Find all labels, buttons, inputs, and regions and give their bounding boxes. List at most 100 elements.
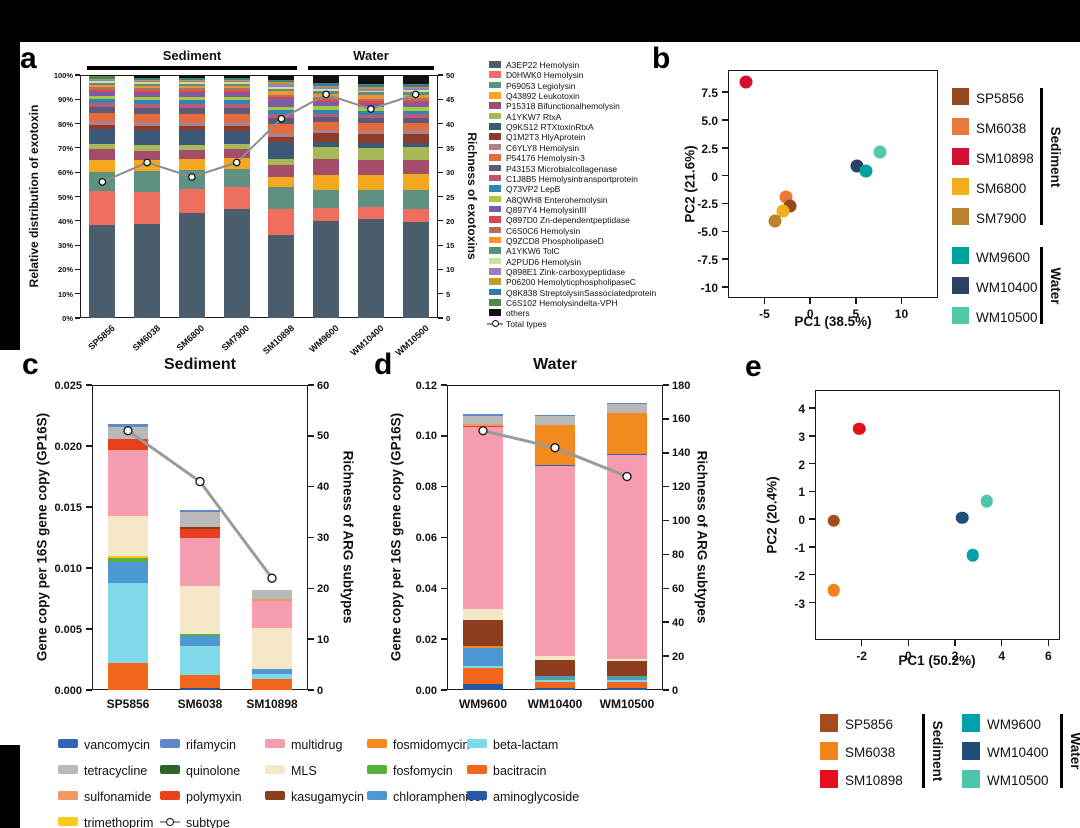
panel-b-label: b: [652, 42, 671, 75]
b-legend-item-label: WM9600: [976, 249, 1031, 265]
d-stacked-bar: [535, 414, 575, 690]
a-bar-segment: [357, 134, 384, 143]
a-bar-segment: [268, 141, 295, 159]
e-x-tick-mark: [954, 640, 956, 646]
arg-legend-swatch-trimethoprim: [58, 817, 78, 826]
a-left-tick-label: 0%: [62, 314, 73, 323]
a-bar-segment: [223, 96, 250, 101]
a-bar-segment: [223, 79, 250, 81]
c-right-tick-mark: [308, 435, 314, 437]
a-bar-segment: [357, 219, 384, 318]
a-legend-item-label: C6S0C6 Hemolysin: [506, 225, 581, 236]
a-bar-segment: [178, 90, 205, 94]
a-bar-segment: [89, 106, 116, 113]
e-y-tick-label: 4: [798, 402, 805, 417]
c-right-tick-label: 30: [317, 532, 330, 544]
a-bar-segment: [178, 96, 205, 101]
a-bar-segment: [402, 75, 429, 84]
b-x-tick-mark: [763, 298, 766, 304]
a-legend-swatch: [489, 309, 501, 316]
a-right-axis-label: Richness of exotoxins: [465, 132, 479, 260]
a-legend-swatch: [489, 71, 501, 78]
e-y-tick-mark: [809, 407, 815, 409]
a-legend-item-label: P54176 Hemolysin-3: [506, 153, 585, 164]
a-left-tick-label: 80%: [57, 119, 73, 129]
d-right-tick-mark: [663, 689, 669, 691]
e-legend-swatch: [962, 770, 980, 788]
a-bar-segment: [223, 86, 250, 89]
a-left-tick-mark: [75, 244, 80, 246]
a-right-tick-label: 20: [446, 216, 455, 226]
c-bar-segment-rifamycin: [180, 509, 220, 512]
b-legend-group-label: Water: [1048, 266, 1063, 305]
a-legend-swatch: [489, 185, 501, 192]
a-left-tick-label: 50%: [57, 192, 73, 202]
a-bar-segment: [89, 95, 116, 100]
b-x-tick-mark: [855, 298, 857, 304]
d-bar-segment-kasugamycin: [463, 620, 503, 646]
d-left-tick-mark: [441, 587, 447, 590]
arg-legend-item-label: subtype: [186, 816, 230, 828]
arg-legend-swatch-tetracycline: [58, 765, 78, 774]
a-bar-segment: [402, 88, 429, 91]
e-y-tick-mark: [809, 573, 815, 576]
c-title: Sediment: [163, 356, 237, 373]
b-x-tick-label: 5: [852, 307, 860, 321]
a-bar-segment: [357, 98, 384, 102]
a-bar-segment: [89, 77, 116, 79]
d-bar-segment-rifamycin: [607, 403, 647, 405]
d-bar-segment-bacitracin: [463, 668, 503, 684]
a-bar-segment: [89, 224, 116, 318]
a-legend-item-label: P43153 Microbialcollagenase: [506, 163, 618, 174]
e-point-SP5856: [827, 514, 840, 527]
a-bar-segment: [268, 82, 295, 84]
e-plot-frame: [815, 390, 1060, 640]
a-legend-item-label: P15318 Bifunctionalhemolysin: [506, 101, 620, 112]
a-bar-segment: [268, 177, 295, 187]
a-bar-segment: [402, 222, 429, 318]
b-x-tick-label: 10: [894, 307, 909, 321]
a-legend-swatch: [489, 102, 501, 109]
e-legend-swatch: [820, 770, 838, 788]
a-bar-segment: [268, 235, 295, 318]
a-left-tick-label: 30%: [57, 241, 73, 251]
b-legend-swatch: [952, 277, 969, 294]
b-y-tick-mark: [722, 119, 728, 121]
c-bar-segment-fosfomycin: [108, 558, 148, 562]
a-legend-swatch: [489, 226, 501, 234]
a-legend-swatch: [489, 154, 501, 161]
a-bar-segment: [134, 90, 161, 94]
d-right-tick-mark: [663, 384, 669, 386]
arg-legend-item-label: sulfonamide: [84, 790, 152, 804]
a-bar-segment: [134, 78, 161, 80]
a-bar-segment: [313, 159, 340, 176]
arg-legend-swatch-quinolone: [160, 765, 180, 774]
a-bar-segment: [89, 82, 116, 85]
d-left-tick-mark: [441, 536, 447, 539]
a-bar-segment: [223, 80, 250, 83]
b-point-WM9600: [859, 164, 873, 178]
c-right-tick-mark: [308, 638, 314, 640]
c-left-tick-label: 0.025: [54, 379, 82, 392]
d-bar-segment-beta-lactam: [535, 680, 575, 683]
a-bar-segment: [223, 75, 250, 78]
d-left-tick-mark: [441, 689, 447, 691]
d-right-tick-label: 80: [672, 548, 685, 561]
a-legend-swatch: [489, 164, 501, 171]
a-bar-segment: [357, 130, 384, 135]
e-x-tick-mark: [907, 640, 910, 646]
c-right-tick-mark: [308, 587, 314, 590]
a-bar-segment: [268, 75, 295, 81]
a-bar-segment: [268, 110, 295, 114]
a-bar-segment: [134, 171, 161, 192]
a-bar-segment: [134, 122, 161, 126]
a-bar-segment: [313, 207, 340, 222]
e-point-WM9600: [966, 549, 979, 562]
d-bar-segment-tetracycline: [463, 415, 503, 425]
a-bar-segment: [402, 114, 429, 119]
a-bar-segment: [89, 143, 116, 149]
arg-legend-swatch-rifamycin: [160, 739, 180, 748]
a-bar-segment: [402, 103, 429, 107]
arg-legend-swatch-MLS: [265, 765, 285, 774]
d-bar-segment-chloramphenicol: [607, 676, 647, 680]
